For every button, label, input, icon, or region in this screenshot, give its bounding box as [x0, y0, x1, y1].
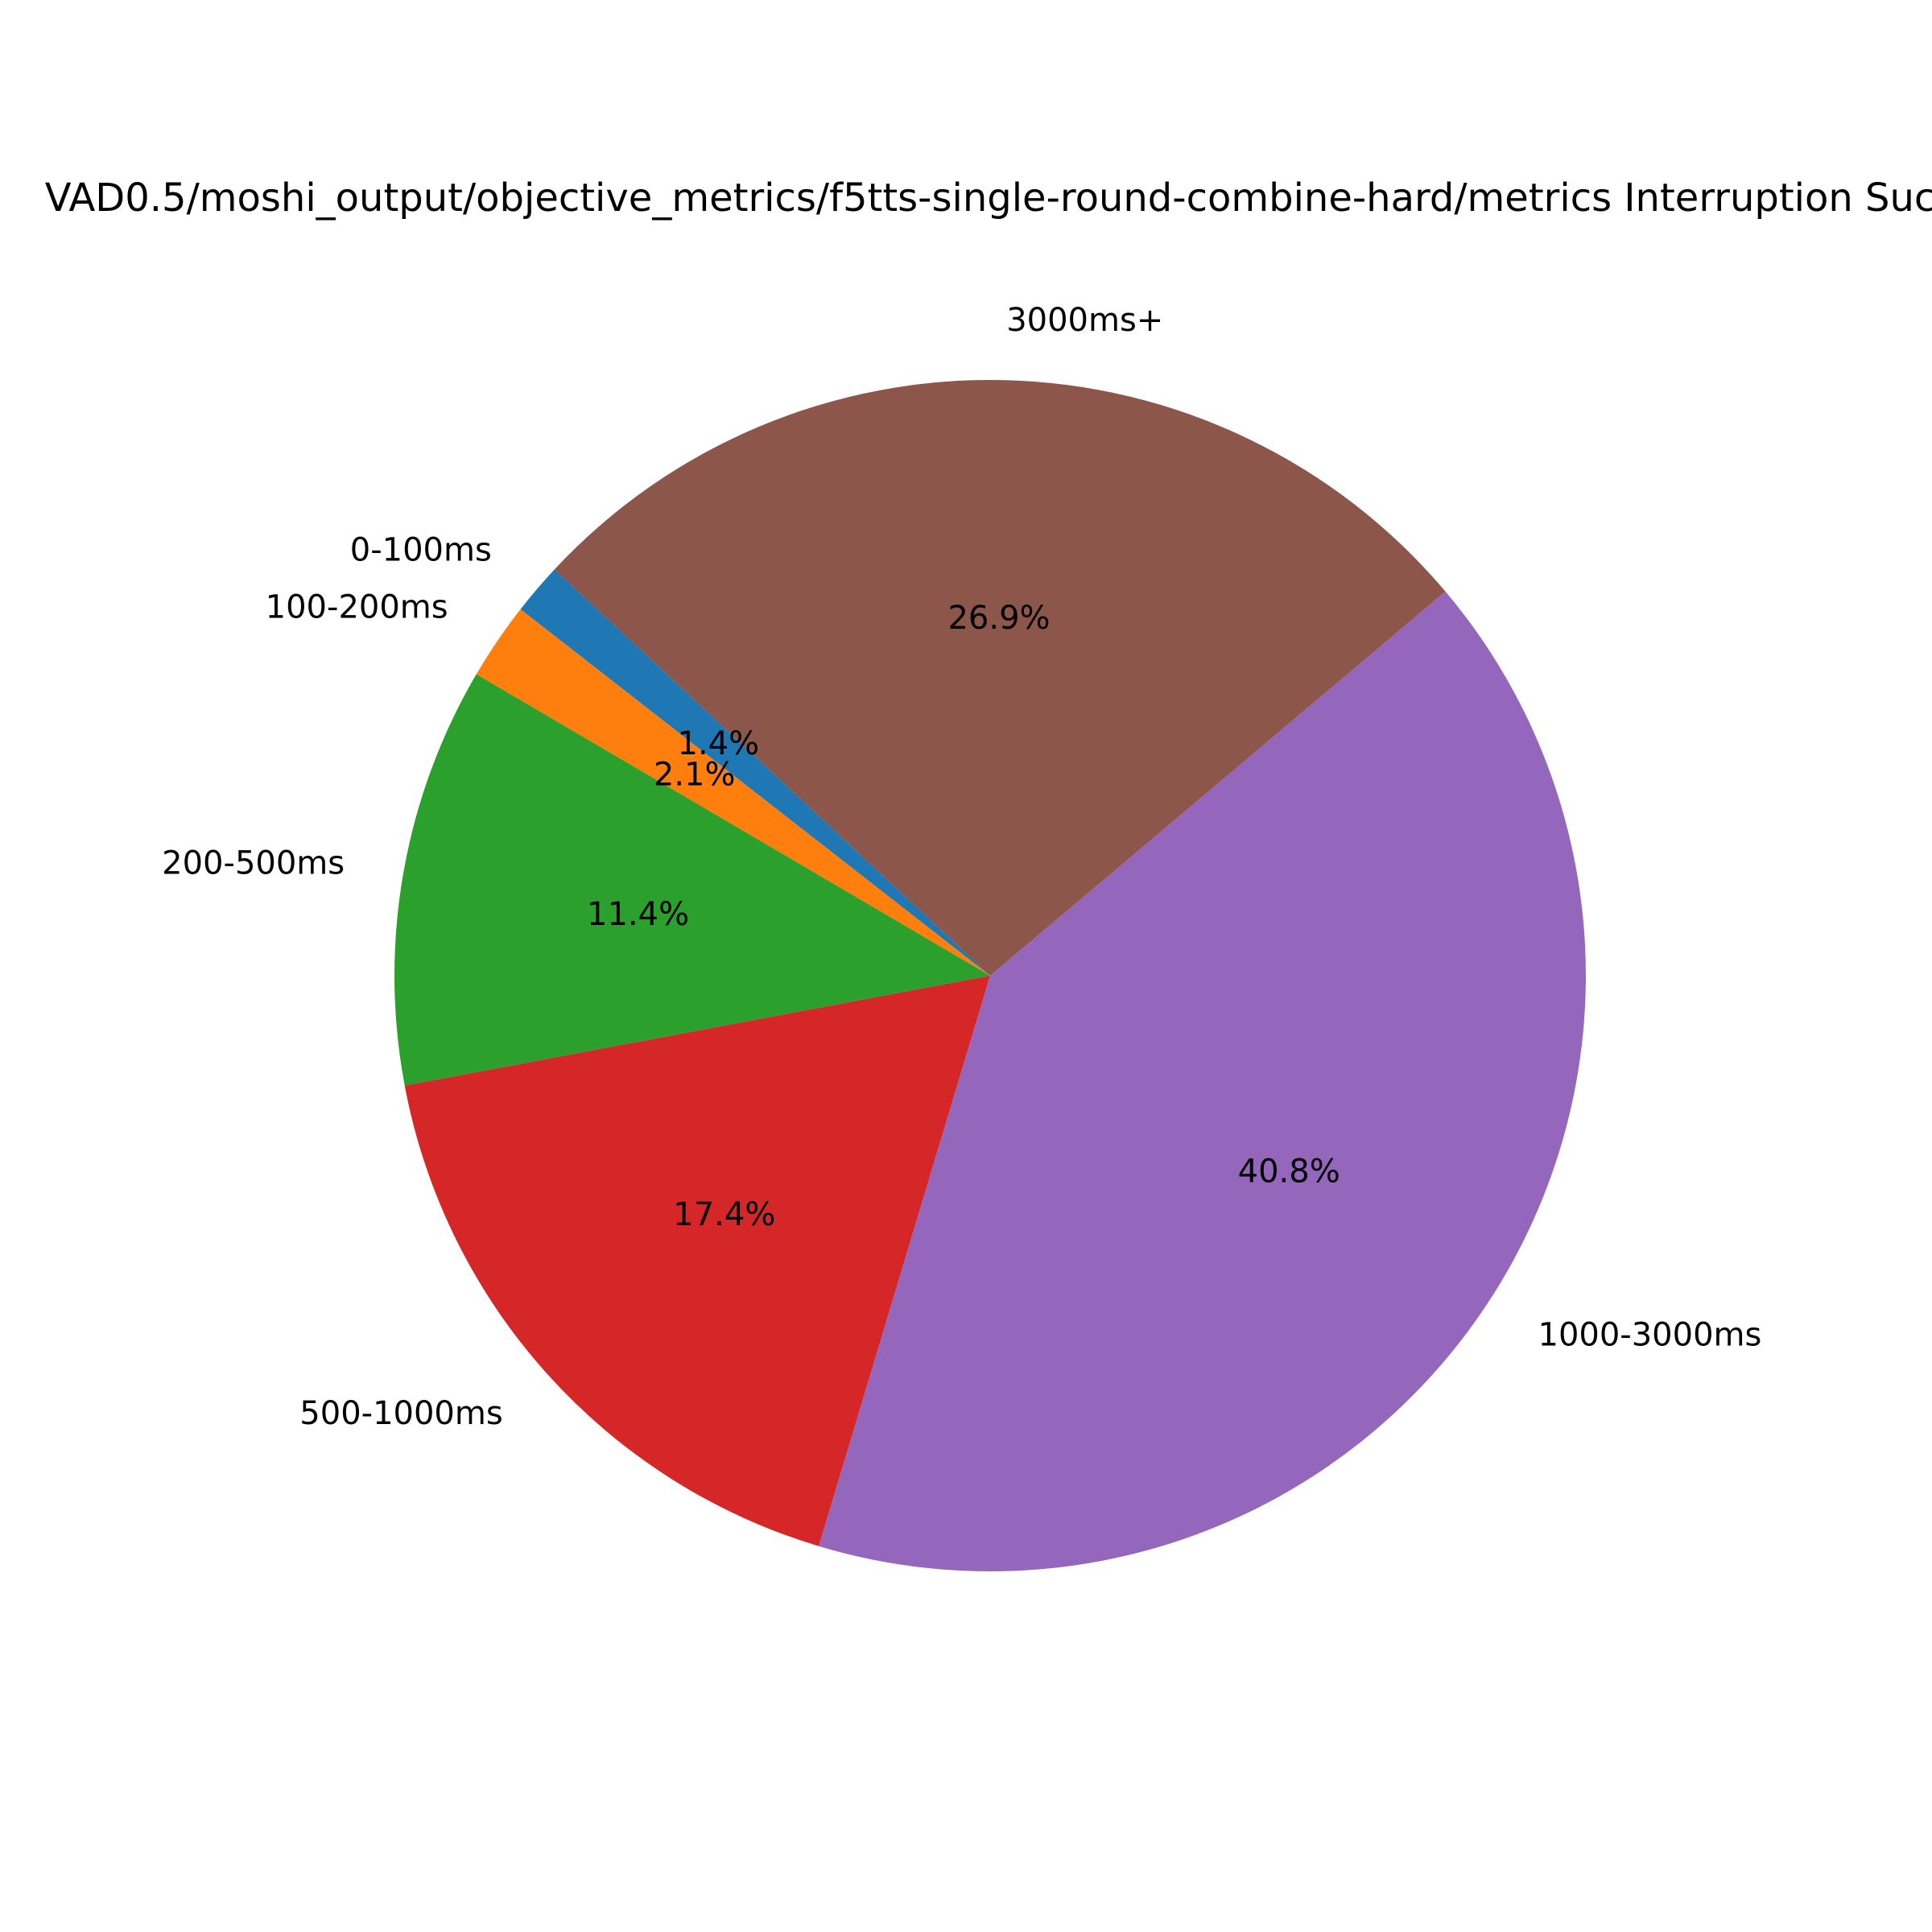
slice-label-2: 200-500ms: [162, 844, 345, 881]
slice-label-5: 3000ms+: [1006, 302, 1163, 339]
slice-percent-3: 17.4%: [673, 1196, 775, 1233]
slice-label-4: 1000-3000ms: [1538, 1317, 1762, 1354]
pie-slice-0: [520, 569, 990, 976]
chart-title: VAD0.5/moshi_output/objective_metrics/f5…: [45, 175, 1932, 221]
slice-label-0: 0-100ms: [350, 532, 492, 569]
slice-percent-5: 26.9%: [947, 600, 1050, 637]
slice-label-3: 500-1000ms: [299, 1395, 502, 1432]
pie-slice-5: [554, 380, 1446, 976]
pie-slice-4: [819, 591, 1586, 1571]
pie-slice-1: [476, 609, 990, 976]
slice-percent-1: 2.1%: [654, 757, 736, 794]
slice-label-1: 100-200ms: [266, 589, 448, 626]
pie-slice-3: [404, 976, 991, 1546]
pie-slice-2: [394, 674, 990, 1086]
slice-percent-2: 11.4%: [587, 896, 689, 933]
slice-percent-0: 1.4%: [677, 725, 759, 762]
slice-percent-4: 40.8%: [1238, 1154, 1340, 1191]
pie-slices: [394, 380, 1586, 1571]
pie-labels: 0-100ms 1.4% 100-200ms 2.1% 200-500ms 11.4% 50…: [162, 302, 1761, 1432]
